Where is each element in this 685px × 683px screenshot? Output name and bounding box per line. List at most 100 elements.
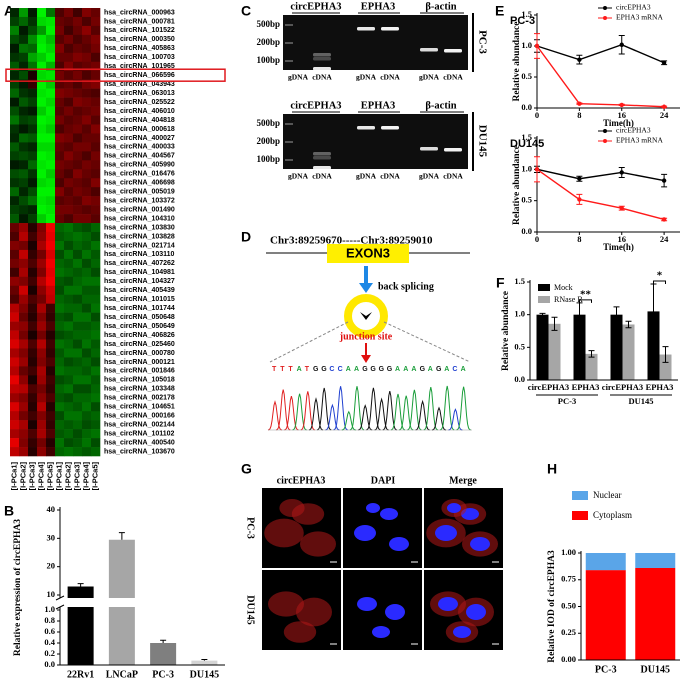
heatmap-cell [91,34,101,45]
heatmap-cell [73,151,83,161]
lane-label: gDNA [356,172,377,181]
heatmap-cell [55,357,65,367]
column-label: [I-PCa5] [45,462,54,491]
bar [622,324,635,380]
heatmap-cell [37,133,47,143]
row-label: hsa_circRNA_406010 [104,108,175,115]
legend-label: circEPHA3 [616,126,651,135]
significance-bracket [579,299,592,303]
heatmap-cell [73,294,83,304]
heatmap-cell [10,142,20,152]
heatmap-cell [46,420,56,430]
heatmap-cell [91,366,101,376]
gel-target: EPHA3 [361,100,395,111]
heatmap-cell [28,187,38,197]
heatmap-cell [10,88,20,98]
nucleus [366,503,380,513]
heatmap-cell [82,258,92,269]
heatmap-cell [82,438,92,448]
chromatogram-peak [407,389,422,431]
heatmap-cell [28,348,38,358]
heatmap-cell [91,88,101,98]
heatmap-cell [64,43,74,54]
data-point [577,176,582,181]
chromatogram-peak [415,399,430,431]
heatmap-cell [91,160,101,170]
heatmap-cell [46,294,56,304]
heatmap-cell [37,124,47,134]
y-tick-label: 0.00 [561,654,576,664]
chromatogram-peak [292,393,307,431]
heatmap-cell [19,249,29,260]
heatmap-cell [19,393,29,403]
heatmap-cell [73,267,83,278]
heatmap-cell [91,169,101,179]
error-bar [77,583,84,587]
heatmap-cell [10,187,20,197]
cytoplasm-signal [279,499,305,517]
y-tick-label: 30 [47,532,56,542]
cell-line-label: DU145 [245,595,256,624]
heatmap-cell [55,79,65,89]
chromatogram-peak [374,397,389,431]
heatmap-cell [10,402,20,412]
heatmap-cell [73,8,83,18]
y-tick-label: 0.0 [521,226,532,236]
heatmap-cell [64,133,74,143]
heatmap-cell [73,249,83,260]
heatmap-cell [91,312,101,322]
heatmap-cell [19,312,29,322]
heatmap-cell [19,124,29,134]
gel-band [313,67,331,71]
heatmap-cell [28,402,38,412]
error-bar [625,320,632,329]
lane-label: cDNA [380,172,400,181]
data-point [619,42,624,47]
heatmap-cell [64,232,74,242]
junction-label: junction site [339,331,393,342]
heatmap-cell [91,447,101,457]
heatmap-cell [10,276,20,287]
y-axis-label: Relative abundance [512,22,522,102]
heatmap-cell [10,232,20,242]
lane-label: cDNA [312,73,332,82]
data-point [661,178,667,183]
chromatogram-peak [399,395,414,431]
y-tick-label: 1.0 [44,604,55,614]
heatmap-cell [46,303,56,313]
series-line [536,45,665,108]
heatmap-cell [10,115,20,125]
row-label: hsa_circRNA_103372 [104,197,175,204]
gel-band [381,27,399,31]
heatmap-cell [37,160,47,170]
heatmap-cell [91,375,101,385]
heatmap-cell [46,34,56,45]
panel-label: C [241,3,251,19]
heatmap-cell [10,411,20,421]
heatmap-cell [46,169,56,179]
heatmap-cell [91,240,101,251]
heatmap-cell [91,124,101,134]
chromatogram-peak [431,406,447,431]
row-label: hsa_circRNA_405439 [104,287,175,294]
heatmap-cell [73,339,83,349]
heatmap-cell [73,223,83,233]
x-tick-label: EPHA3 [646,382,674,392]
x-tick-label: PC-3 [595,664,617,675]
ladder-band [285,141,293,143]
y-tick-label: 0.25 [561,627,576,637]
heatmap-cell [64,411,74,421]
heatmap-cell [64,321,74,331]
marker-label: 100bp [256,55,280,65]
heatmap-cell [91,348,101,358]
heatmap-cell [46,429,56,439]
x-tick-label: 24 [660,110,669,120]
heatmap-cell [91,196,101,206]
heatmap-cell [19,79,29,89]
heatmap-cell [19,52,29,63]
heatmap-cell [55,124,65,134]
column-label: [I-PCa4] [36,462,45,491]
column-label: [I-PCa1] [9,462,18,491]
heatmap-cell [82,348,92,358]
data-point [661,217,667,222]
